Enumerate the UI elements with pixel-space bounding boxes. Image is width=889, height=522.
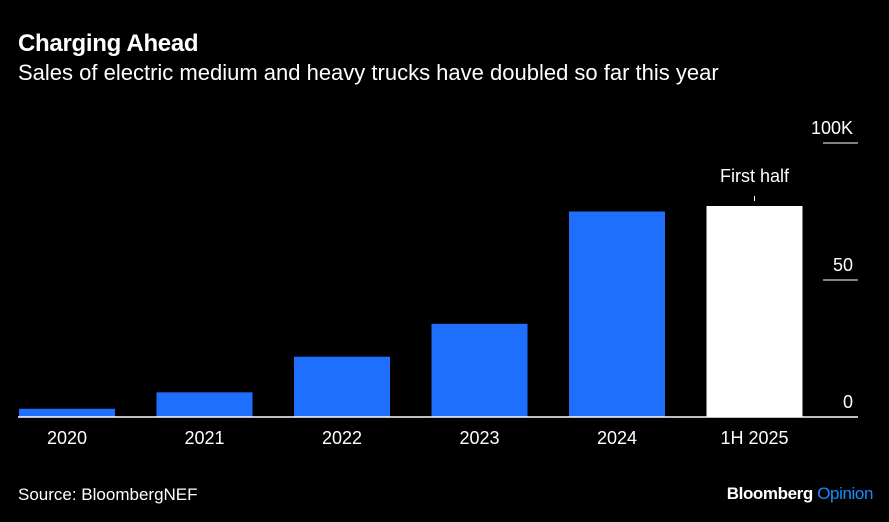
x-tick-label: 2024 xyxy=(597,428,637,448)
bar-highlight xyxy=(706,206,803,417)
bar xyxy=(156,392,253,417)
x-tick-label: 2022 xyxy=(322,428,362,448)
x-tick-label: 1H 2025 xyxy=(720,428,788,448)
y-tick-label: 0 xyxy=(843,392,853,412)
x-tick-label: 2023 xyxy=(459,428,499,448)
chart-title: Charging Ahead xyxy=(18,30,199,57)
y-tick-label: 100K xyxy=(811,118,853,138)
bar xyxy=(294,356,390,417)
bar xyxy=(19,408,115,417)
brand-suffix: Opinion xyxy=(817,484,873,503)
brand-logo: Bloomberg Opinion xyxy=(726,484,874,504)
brand-name: Bloomberg xyxy=(726,484,814,503)
x-tick-label: 2020 xyxy=(47,428,87,448)
bar xyxy=(431,323,528,417)
chart-subtitle: Sales of electric medium and heavy truck… xyxy=(18,60,719,85)
bar xyxy=(569,211,665,417)
source-note: Source: BloombergNEF xyxy=(18,485,198,504)
y-tick-label: 50 xyxy=(833,255,853,275)
annotation-label: First half xyxy=(720,166,790,186)
x-tick-label: 2021 xyxy=(184,428,224,448)
